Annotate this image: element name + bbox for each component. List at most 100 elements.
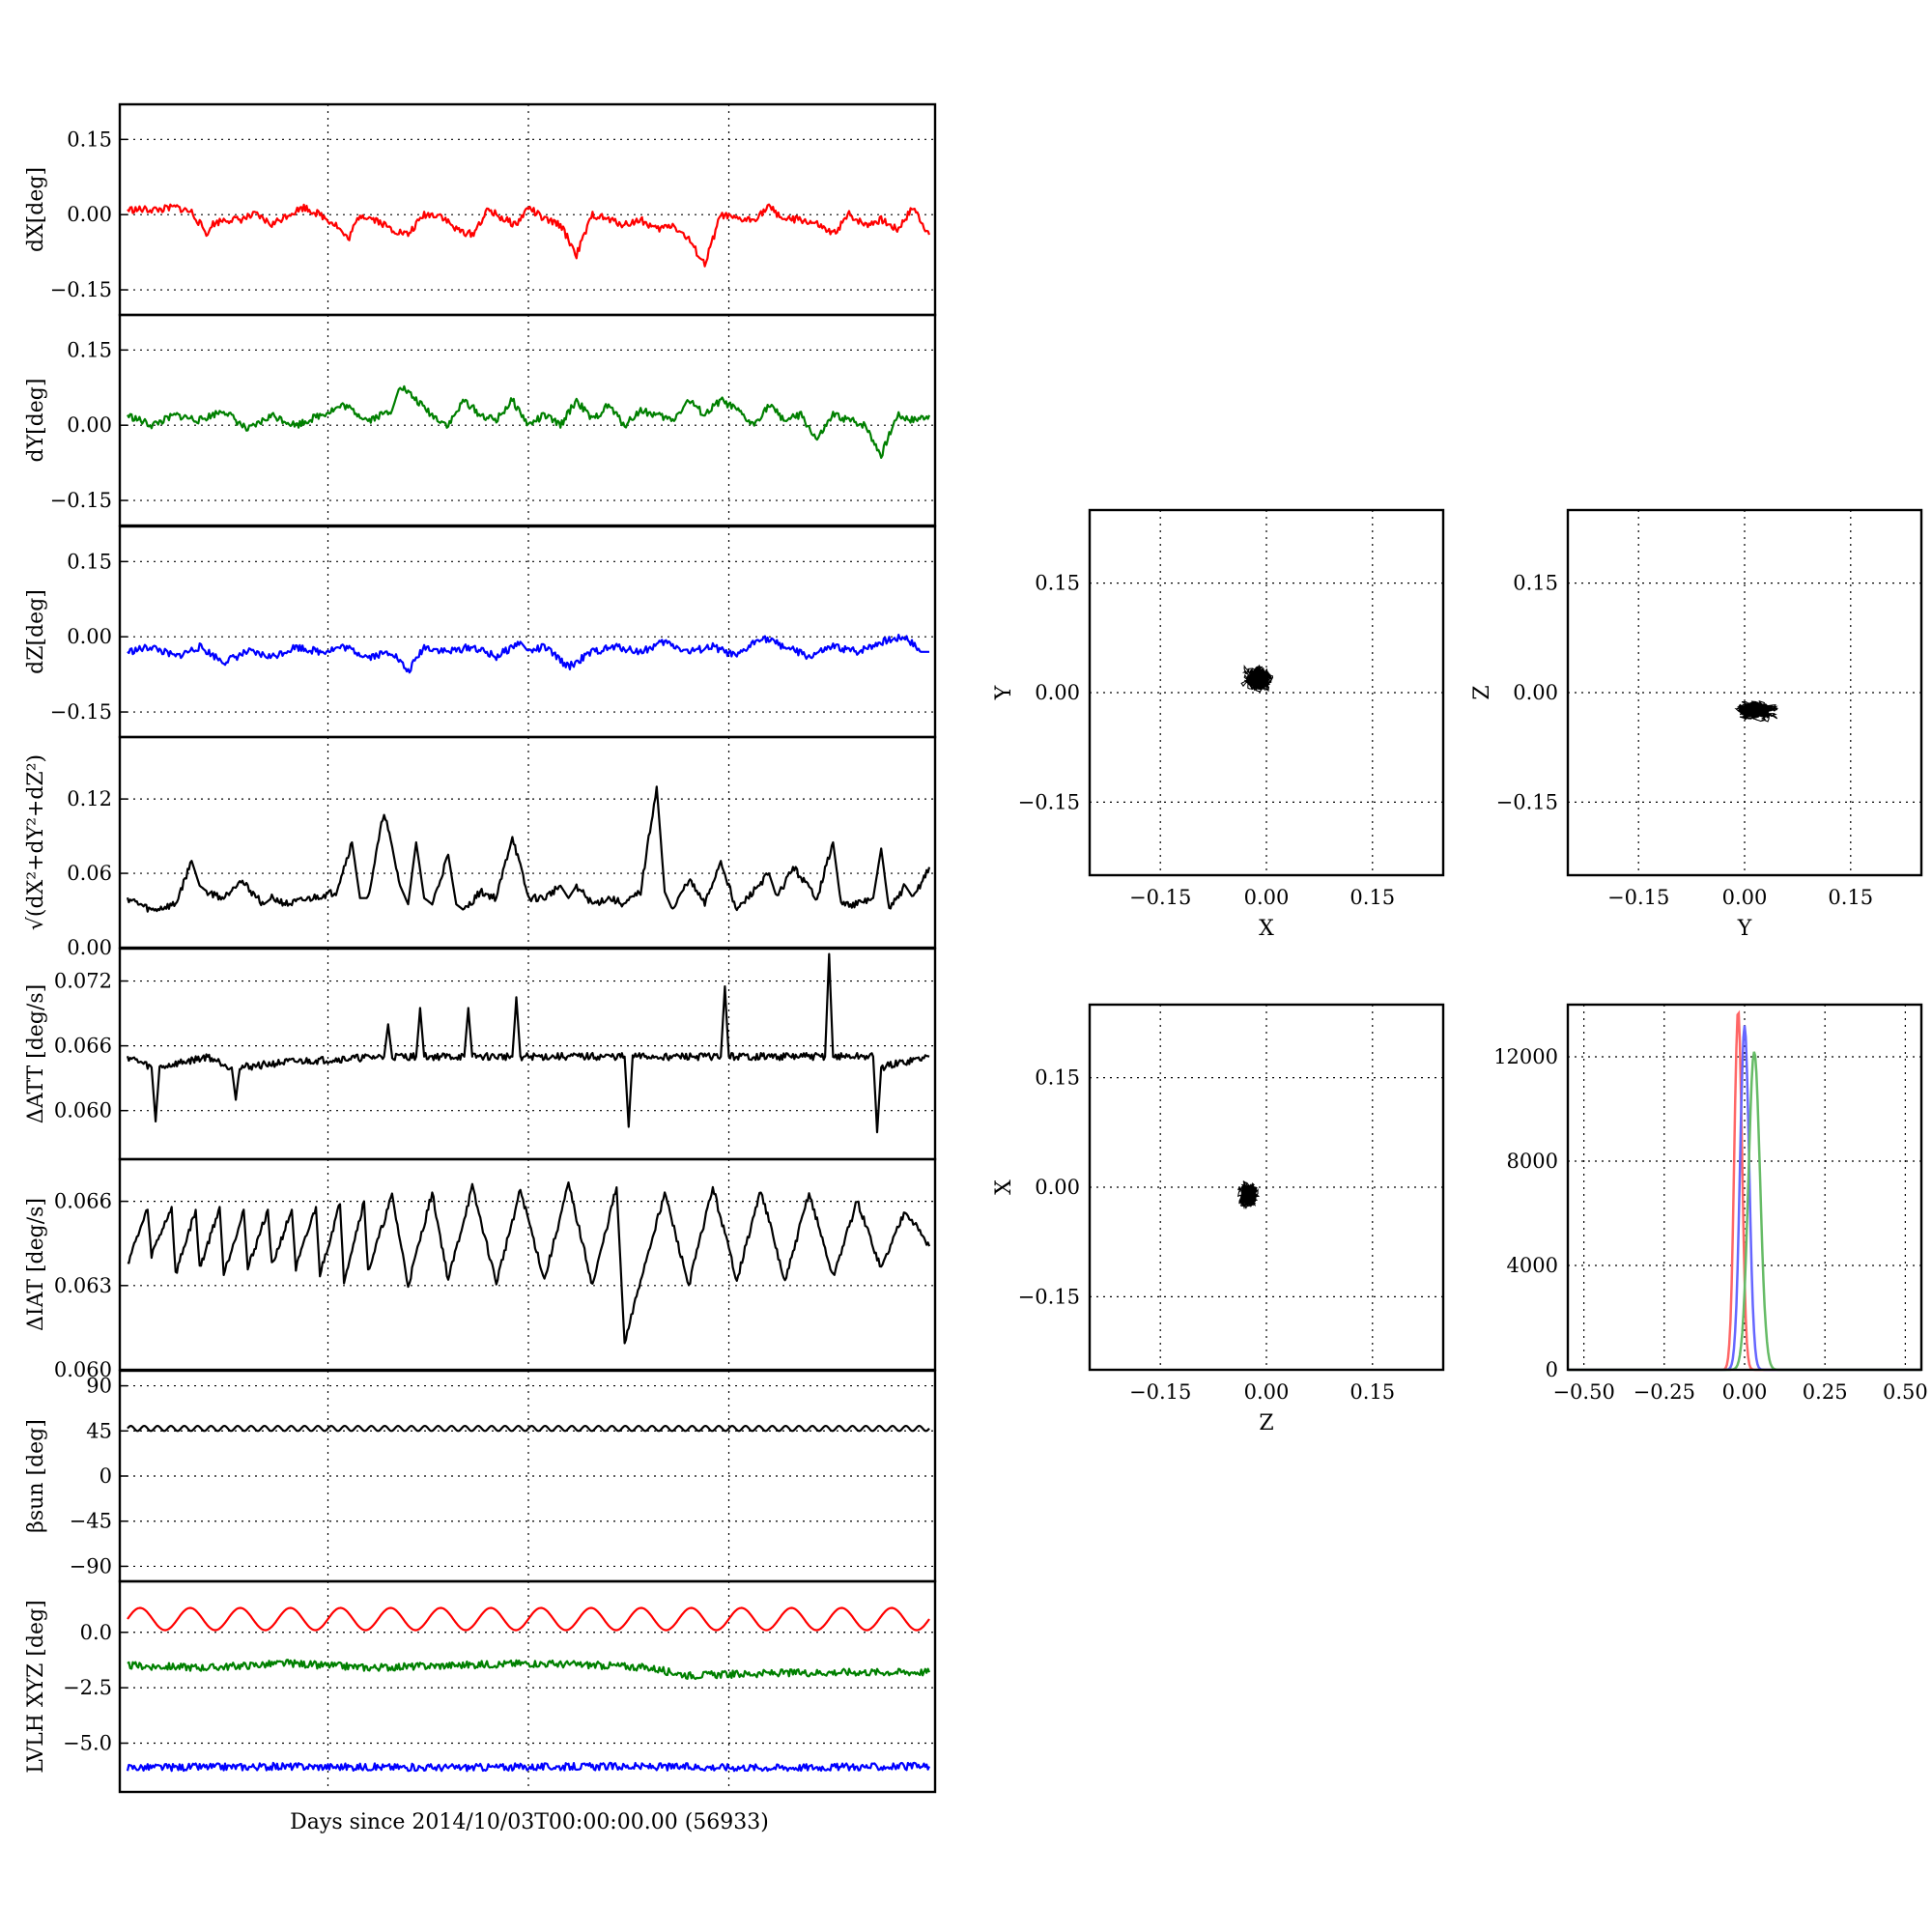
y-tick-label: 0.15 <box>1035 1066 1080 1090</box>
scatter-trace <box>1240 664 1274 693</box>
series-line <box>127 1424 930 1433</box>
x-tick-label: −0.15 <box>1129 886 1191 909</box>
y-axis-label: ΔATT [deg/s] <box>24 984 48 1123</box>
panel-frame <box>1088 508 1445 877</box>
x-axis-label: X <box>1259 917 1274 941</box>
x-axis-label: Y <box>1737 917 1752 941</box>
x-tick-label: −0.50 <box>1552 1380 1614 1404</box>
y-tick-label: −45 <box>70 1510 112 1533</box>
y-tick-label: 0.060 <box>54 1358 112 1381</box>
y-axis-label: dY[deg] <box>24 379 48 463</box>
y-tick-label: 0.066 <box>54 1190 112 1213</box>
x-tick-label: 0.25 <box>1803 1380 1848 1404</box>
x-tick-label: 0.00 <box>1722 886 1768 909</box>
beta-panel: 90 45 0 −45 −90 βsun [deg] <box>24 1371 935 1581</box>
panel-frame <box>118 102 937 317</box>
y-axis-label: X <box>992 1179 1016 1195</box>
y-tick-label: 0 <box>99 1464 112 1488</box>
y-tick-label: 8000 <box>1507 1150 1558 1173</box>
hist-panel: −0.50 −0.25 0.00 0.25 0.50 12000 8000 4000 0 <box>1493 1005 1928 1404</box>
y-axis-label: ΔIAT [deg/s] <box>24 1198 48 1331</box>
panel-frame <box>1566 508 1923 877</box>
y-tick-label: 0.15 <box>1035 572 1080 595</box>
panel-frame <box>118 313 937 527</box>
y-tick-label: −0.15 <box>50 700 112 724</box>
y-tick-label: 0.060 <box>54 1099 112 1122</box>
series-line <box>127 1659 931 1681</box>
y-tick-label: −0.15 <box>1496 790 1558 813</box>
x-axis-label: Days since 2014/10/03T00:00:00.00 (56933… <box>290 1810 769 1834</box>
y-tick-label: −0.15 <box>1018 790 1080 813</box>
y-axis-label: Y <box>992 685 1016 700</box>
panels: 0.150.00−0.15dX[deg]0.150.00−0.15dY[deg]… <box>24 102 1928 1794</box>
x-tick-label: 0.00 <box>1244 1380 1290 1404</box>
y-tick-label: −90 <box>70 1554 112 1577</box>
series-line <box>126 1761 931 1773</box>
x-tick-label: 0.50 <box>1883 1380 1928 1404</box>
panel-frame <box>118 525 937 739</box>
y-tick-label: 0 <box>1546 1358 1558 1381</box>
y-tick-label: 0.0 <box>80 1621 112 1644</box>
y-tick-label: 0.15 <box>67 338 112 361</box>
y-axis-label: dZ[deg] <box>24 589 48 674</box>
x-tick-label: 0.15 <box>1828 886 1873 909</box>
y-tick-label: 0.00 <box>67 625 112 648</box>
x-tick-label: 0.15 <box>1350 1380 1395 1404</box>
yz-panel: −0.15 0.00 0.15 0.15 0.00 −0.15 Y Z <box>1470 510 1921 941</box>
x-tick-label: −0.25 <box>1634 1380 1695 1404</box>
series-line <box>127 633 929 674</box>
y-axis-label: Z <box>1470 685 1494 699</box>
y-tick-label: 0.063 <box>54 1274 112 1297</box>
y-axis-label: LVLH XYZ [deg] <box>24 1600 48 1774</box>
series-line <box>127 203 931 268</box>
y-axis-label: dX[deg] <box>24 167 48 252</box>
y-tick-label: −0.15 <box>50 489 112 512</box>
x-tick-label: 0.00 <box>1722 1380 1768 1404</box>
y-axis-label: βsun [deg] <box>24 1419 48 1533</box>
lvlh-panel: 0.0 −2.5 −5.0 LVLH XYZ [deg] <box>24 1581 935 1792</box>
dY-panel: 0.15 0.00 −0.15 dY[deg] <box>24 315 935 526</box>
x-tick-label: 0.00 <box>1244 886 1290 909</box>
zx-panel: −0.15 0.00 0.15 0.15 0.00 −0.15 Z X <box>992 1005 1443 1435</box>
series-line <box>127 1180 931 1345</box>
y-tick-label: 0.00 <box>67 413 112 437</box>
panel-frame <box>118 1579 937 1794</box>
y-tick-label: 0.15 <box>67 128 112 151</box>
x-tick-label: 0.15 <box>1350 886 1395 909</box>
y-tick-label: 0.00 <box>67 203 112 226</box>
y-tick-label: 0.12 <box>67 787 112 810</box>
dMag-panel: 0.12 0.06 0.00 √(dX²+dY²+dZ²) <box>24 737 935 959</box>
dIAT-panel: 0.066 0.063 0.060 ΔIAT [deg/s] <box>24 1159 935 1381</box>
y-tick-label: 0.15 <box>1513 572 1558 595</box>
panel-frame <box>1088 1003 1445 1372</box>
series-line <box>127 1606 930 1632</box>
y-tick-label: −0.15 <box>1018 1285 1080 1308</box>
dZ-panel: 0.15 0.00 −0.15 dZ[deg] <box>24 526 935 737</box>
y-tick-label: 0.15 <box>67 550 112 573</box>
y-tick-label: 0.072 <box>54 970 112 993</box>
series-line <box>127 384 931 459</box>
x-axis-label: Z <box>1259 1411 1273 1435</box>
panel-frame <box>118 735 937 950</box>
y-tick-label: 0.00 <box>1035 1176 1080 1199</box>
y-tick-label: 0.06 <box>67 862 112 885</box>
x-tick-label: −0.15 <box>1129 1380 1191 1404</box>
y-tick-label: −5.0 <box>63 1732 112 1755</box>
series-line <box>126 952 930 1134</box>
scatter-trace <box>1236 1179 1261 1210</box>
y-tick-label: −0.15 <box>50 278 112 301</box>
y-tick-label: 0.00 <box>1035 681 1080 704</box>
y-tick-label: 4000 <box>1507 1254 1558 1277</box>
y-tick-label: 12000 <box>1493 1045 1558 1068</box>
y-tick-label: 0.00 <box>67 936 112 959</box>
y-tick-label: 45 <box>86 1419 112 1442</box>
y-tick-label: 0.066 <box>54 1035 112 1058</box>
dX-panel: 0.15 0.00 −0.15 dX[deg] <box>24 104 935 315</box>
panel-frame <box>1566 1003 1923 1372</box>
y-tick-label: 90 <box>86 1375 112 1398</box>
y-tick-label: −2.5 <box>63 1676 112 1699</box>
scatter-trace <box>1734 700 1778 723</box>
y-axis-label: √(dX²+dY²+dZ²) <box>24 754 48 930</box>
panel-frame <box>118 1157 937 1372</box>
